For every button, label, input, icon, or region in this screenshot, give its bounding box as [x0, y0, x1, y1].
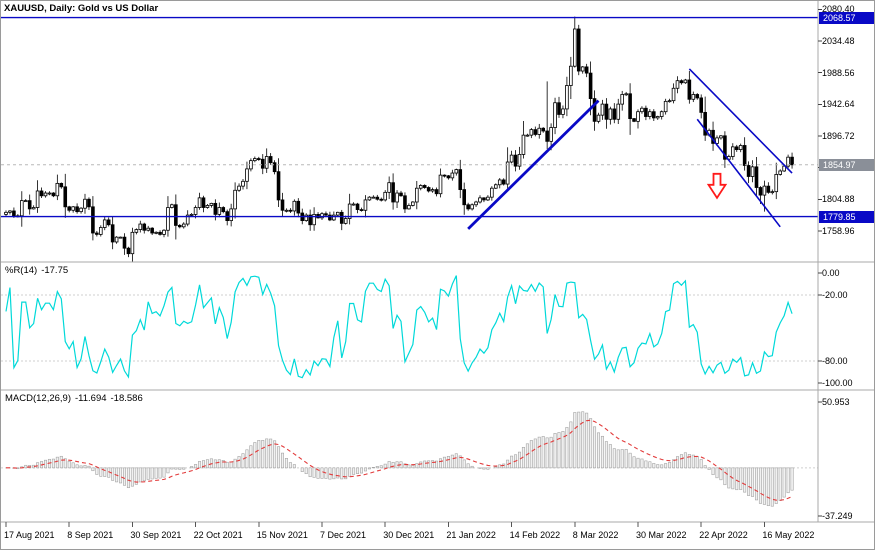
date-axis-label: 7 Dec 2021 [320, 530, 367, 540]
resistance-price-badge: 2068.57 [819, 11, 874, 24]
date-axis-label: 8 Sep 2021 [67, 530, 114, 540]
price-axis-label: 2080.40 [822, 4, 855, 15]
date-axis-label: 14 Feb 2022 [509, 530, 561, 540]
wpr-name: %R(14) [5, 265, 38, 276]
sell-arrow[interactable] [706, 172, 728, 200]
price-axis-label: 1942.64 [822, 99, 855, 110]
chart-title: XAUUSD, Daily: Gold vs US Dollar [4, 3, 159, 14]
date-axis-label: 21 Jan 2022 [446, 530, 496, 540]
downtrend-channel-upper[interactable] [688, 68, 793, 174]
macd-value-signal: -18.586 [110, 393, 143, 404]
date-axis-label: 30 Mar 2022 [636, 530, 687, 540]
wpr-line [5, 275, 793, 379]
date-axis-label: 8 Mar 2022 [572, 530, 619, 540]
support-price-badge: 1779.85 [819, 210, 874, 223]
downtrend-channel-lower[interactable] [696, 118, 781, 228]
macd-axis-label: -37.249 [822, 511, 853, 521]
date-axis-label: 17 Aug 2021 [4, 530, 55, 540]
wpr-indicator-label: %R(14) -17.75 [5, 265, 72, 276]
date-axis-label: 16 May 2022 [762, 530, 815, 540]
date-axis-label: 22 Oct 2021 [193, 530, 243, 540]
price-axis-label: 1988.56 [822, 67, 855, 78]
price-axis-label: 2034.48 [822, 36, 855, 47]
current-price-badge: 1854.97 [819, 158, 874, 171]
date-axis-label: 22 Apr 2022 [699, 530, 748, 540]
macd-axis-label: 50.953 [822, 397, 850, 407]
macd-value-main: -11.694 [75, 393, 107, 404]
macd-indicator-label: MACD(12,26,9) -11.694 -18.586 [5, 393, 147, 404]
wpr-axis-label: 0.00 [822, 268, 840, 278]
price-axis-label: 1804.88 [822, 194, 855, 205]
macd-histogram [12, 411, 794, 507]
wpr-axis-label: -80.00 [822, 356, 848, 366]
date-axis-label: 30 Sep 2021 [130, 530, 182, 540]
uptrend-line[interactable] [467, 99, 600, 230]
wpr-value: -17.75 [41, 265, 69, 276]
macd-name: MACD(12,26,9) [5, 393, 71, 404]
date-axis-label: 15 Nov 2021 [256, 530, 308, 540]
price-axis-label: 1896.72 [822, 131, 855, 142]
wpr-axis-label: -20.00 [822, 290, 848, 300]
wpr-axis-label: -100.00 [822, 378, 853, 388]
candlestick-series [4, 16, 794, 262]
macd-signal-line [5, 419, 793, 501]
price-axis-label: 1758.96 [822, 225, 855, 236]
date-axis-label: 30 Dec 2021 [383, 530, 435, 540]
